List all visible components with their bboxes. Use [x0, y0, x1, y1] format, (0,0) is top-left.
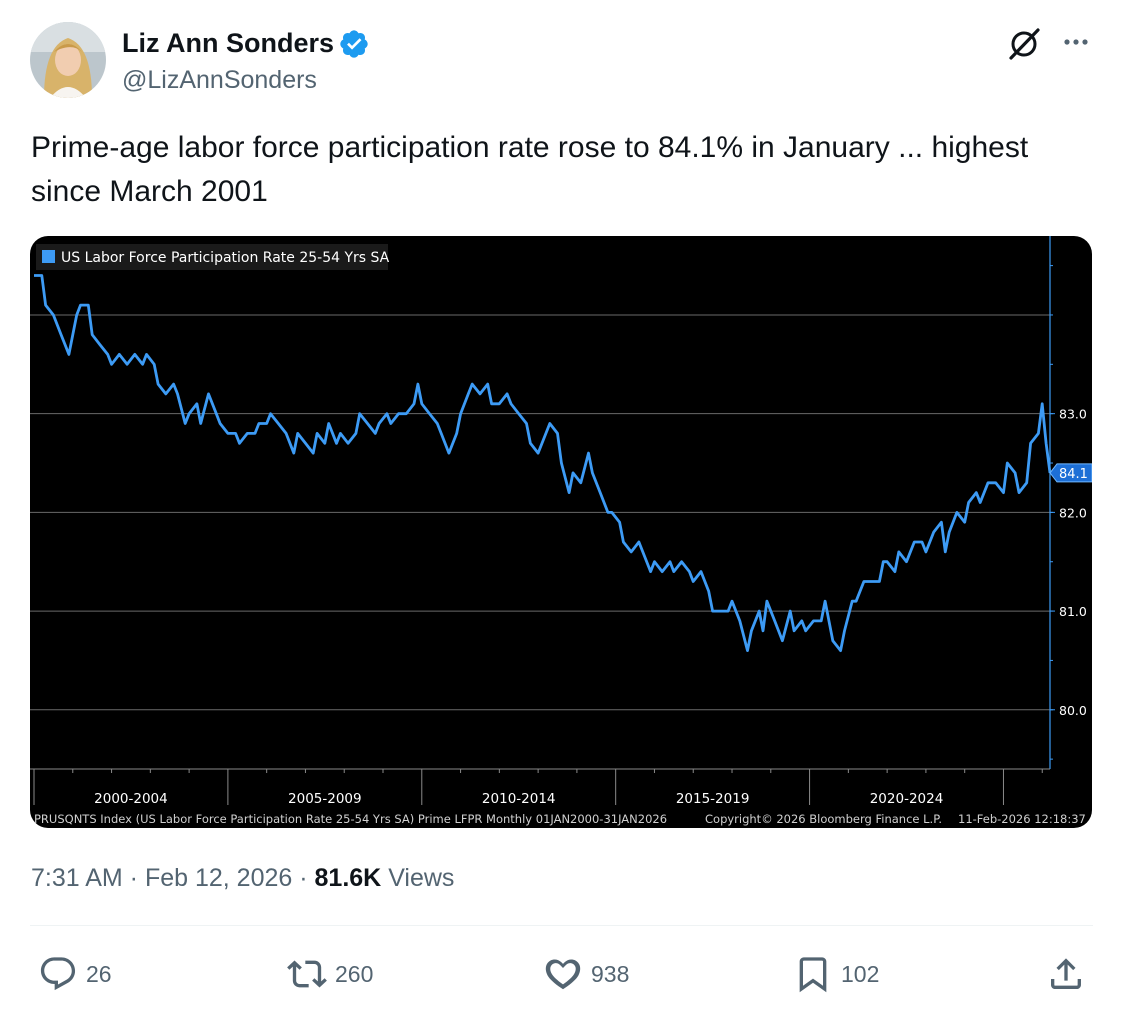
legend-label: US Labor Force Participation Rate 25-54 …	[61, 250, 390, 266]
tweet-meta: 7:31 AM · Feb 12, 2026 · 81.6K Views	[31, 864, 454, 893]
share-icon	[1051, 958, 1081, 989]
timestamp[interactable]: 7:31 AM · Feb 12, 2026	[31, 864, 293, 892]
avatar[interactable]	[30, 22, 106, 98]
verified-badge-icon	[338, 28, 370, 60]
x-tick-label: 2000-2004	[94, 791, 168, 807]
like-button[interactable]: 938	[543, 950, 629, 998]
bookmark-count: 102	[841, 960, 880, 987]
chart-grid	[30, 314, 1050, 711]
last-value-tag: 84.1	[1049, 463, 1092, 483]
chart-footer-source: PRUSQNTS Index (US Labor Force Participa…	[34, 812, 667, 826]
author-handle[interactable]: @LizAnnSonders	[122, 66, 317, 94]
legend-box	[36, 244, 388, 270]
chart-footer-date: 11-Feb-2026 12:18:37	[958, 812, 1086, 826]
chart-axes: 80.0 81.0 82.0 83.0 2000-2004 2005-2009 2010-2…	[30, 236, 1087, 807]
views-count: 81.6K	[314, 864, 382, 892]
author-name[interactable]: Liz Ann Sonders	[122, 28, 335, 58]
more-icon[interactable]	[1056, 24, 1096, 64]
y-tick-label: 82.0	[1059, 505, 1087, 520]
y-tick-label: 83.0	[1059, 407, 1087, 422]
chart: US Labor Force Participation Rate 25-54 …	[30, 236, 1092, 826]
meta-separator: ·	[299, 864, 315, 892]
divider	[30, 925, 1093, 926]
chart-image[interactable]: US Labor Force Participation Rate 25-54 …	[30, 236, 1092, 828]
bookmark-icon	[799, 957, 827, 993]
grok-icon[interactable]	[1004, 24, 1044, 64]
y-tick-label: 80.0	[1059, 703, 1087, 718]
x-tick-label: 2020-2024	[870, 791, 944, 807]
reply-button[interactable]: 26	[38, 950, 112, 998]
x-tick-label: 2005-2009	[288, 791, 362, 807]
legend-swatch	[42, 250, 55, 263]
like-count: 938	[591, 960, 630, 987]
bookmark-button[interactable]: 102	[793, 950, 879, 998]
y-tick-label: 81.0	[1059, 604, 1087, 619]
reply-icon	[40, 957, 76, 991]
series-line	[34, 274, 1052, 652]
share-button[interactable]	[1046, 950, 1094, 998]
views-label: Views	[388, 864, 455, 892]
repost-icon	[287, 960, 327, 988]
repost-button[interactable]: 260	[287, 950, 373, 998]
like-icon	[545, 959, 581, 990]
x-tick-label: 2010-2014	[482, 791, 556, 807]
last-value-label: 84.1	[1059, 467, 1088, 482]
tweet-text: Prime-age labor force participation rate…	[31, 131, 1029, 208]
chart-footer-copyright: Copyright© 2026 Bloomberg Finance L.P.	[705, 812, 942, 826]
repost-count: 260	[335, 960, 374, 987]
x-tick-label: 2015-2019	[676, 791, 750, 807]
reply-count: 26	[86, 960, 112, 987]
